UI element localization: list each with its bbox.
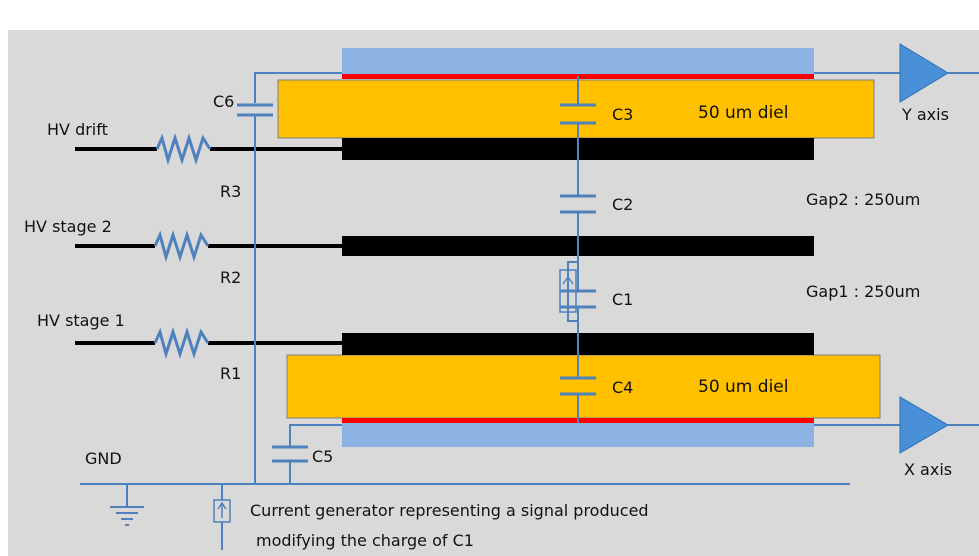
resistor-r3 [155, 133, 212, 166]
r1-label: R1 [220, 364, 241, 383]
capacitor-c2 [560, 194, 596, 214]
capacitor-c6 [237, 103, 273, 117]
c5-label: C5 [312, 447, 333, 466]
circuit-wiring [80, 72, 900, 550]
c6-label: C6 [213, 92, 234, 111]
bottom-readout-strip [342, 423, 814, 447]
bottom-dielectric [286, 354, 881, 419]
capacitor-c5 [272, 445, 308, 463]
resistor-r2 [153, 230, 210, 263]
legend-current-generator-icon [213, 499, 231, 523]
y-axis-label: Y axis [901, 105, 949, 124]
c3-label: C3 [612, 105, 633, 124]
capacitor-c3 [560, 103, 596, 125]
gnd-label: GND [85, 449, 122, 468]
current-generator-icon [559, 269, 577, 313]
x-axis-label: X axis [904, 460, 952, 479]
resistor-r1 [153, 327, 210, 360]
note-line1: Current generator representing a signal … [250, 501, 649, 520]
gap2-label: Gap2 : 250um [806, 190, 920, 209]
x-amplifier-icon [899, 396, 949, 454]
capacitor-c1 [560, 289, 596, 309]
gap1-label: Gap1 : 250um [806, 282, 920, 301]
note-line2: modifying the charge of C1 [256, 531, 474, 550]
ground-icon [110, 506, 144, 526]
r3-label: R3 [220, 182, 241, 201]
c1-label: C1 [612, 290, 633, 309]
hv-stage2-label: HV stage 2 [24, 217, 112, 236]
c2-label: C2 [612, 195, 633, 214]
y-amplifier-icon [899, 43, 949, 103]
diel-top-label: 50 um diel [698, 103, 788, 123]
c4-label: C4 [612, 378, 633, 397]
capacitor-c4 [560, 376, 596, 396]
hv-drift-label: HV drift [47, 120, 108, 139]
diel-bottom-label: 50 um diel [698, 377, 788, 397]
r2-label: R2 [220, 268, 241, 287]
hv-stage1-label: HV stage 1 [37, 311, 125, 330]
top-readout-strip [342, 48, 814, 74]
